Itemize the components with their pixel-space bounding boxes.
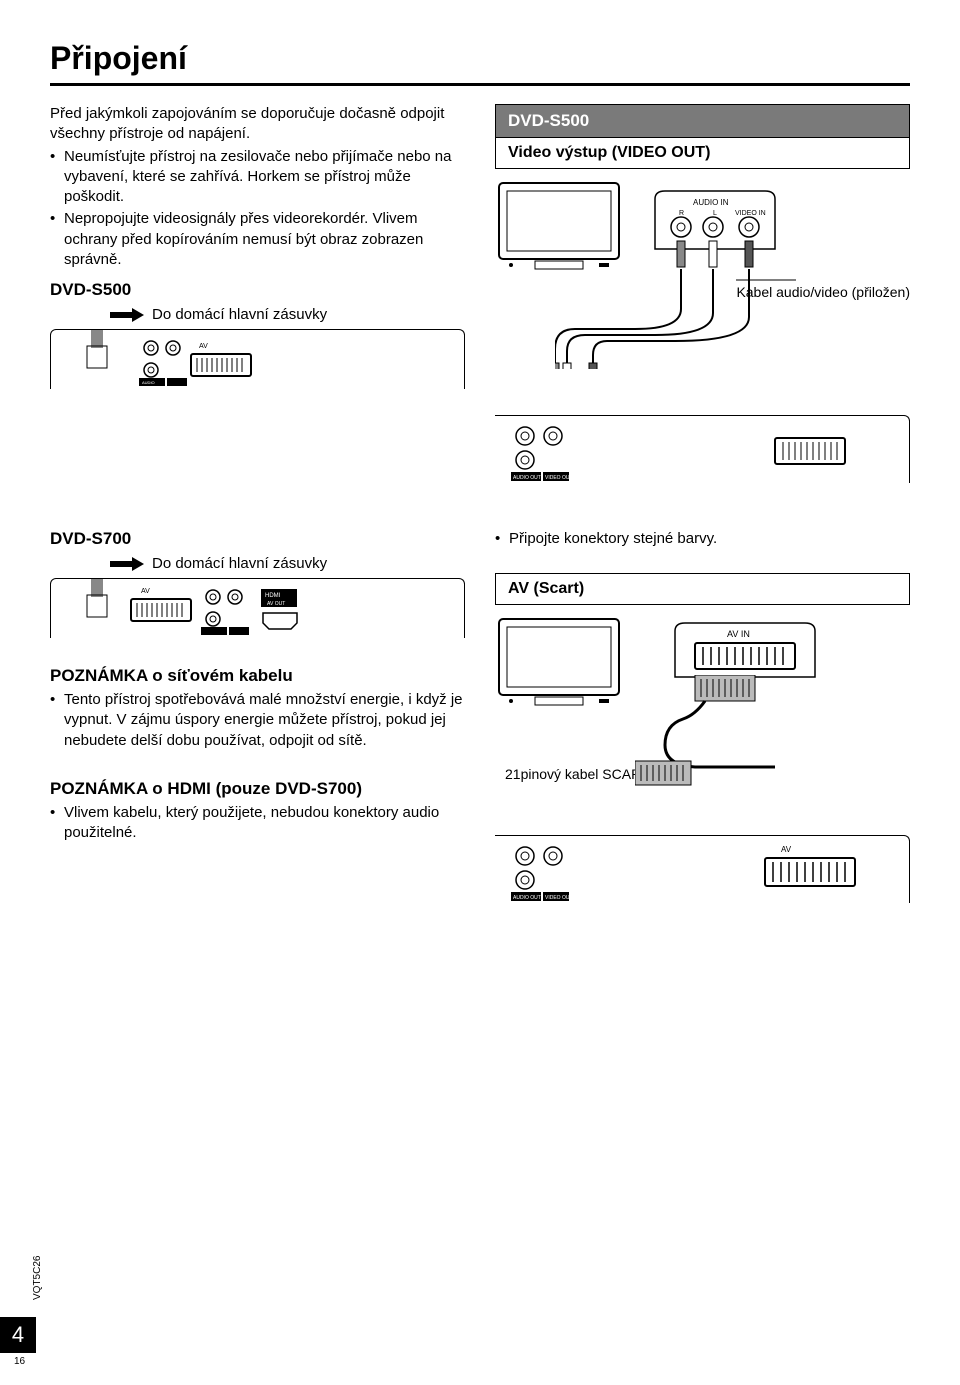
svg-text:AUDIO OUT: AUDIO OUT: [513, 895, 541, 901]
panel-s700-svg: AV HDMI: [51, 579, 464, 639]
to-outlet-arrow: Do domácí hlavní zásuvky: [110, 306, 465, 323]
dvd-s500-header: DVD-S500: [495, 104, 910, 137]
note-power-heading: POZNÁMKA o síťovém kabelu: [50, 666, 465, 686]
dvd-s500-back-panel: AV AUDIO: [50, 329, 465, 389]
svg-text:VIDEO OUT: VIDEO OUT: [545, 475, 573, 481]
svg-text:VIDEO IN: VIDEO IN: [735, 210, 766, 217]
tv-icon: [495, 179, 635, 279]
video-connection-diagram: AUDIO IN R L VIDEO IN Kabel audio/video …: [495, 179, 910, 409]
intro-paragraph: Před jakýmkoli zapojováním se doporučuje…: [50, 104, 465, 145]
intro-bullet: Nepropojujte videosignály přes videoreko…: [50, 209, 465, 270]
arrow-icon: [110, 557, 144, 571]
svg-text:AUDIO OUT: AUDIO OUT: [513, 475, 541, 481]
video-out-header: Video výstup (VIDEO OUT): [495, 137, 910, 169]
svg-text:AV IN: AV IN: [727, 629, 750, 639]
svg-text:AV: AV: [141, 588, 150, 595]
av-scart-header: AV (Scart): [495, 573, 910, 605]
doc-code: VQT5C26: [32, 1256, 43, 1300]
page-number: 4: [0, 1317, 36, 1353]
audio-in-panel: AUDIO IN R L VIDEO IN: [645, 189, 785, 279]
scart-cable-icon: [635, 675, 875, 815]
page-title: Připojení: [50, 40, 910, 86]
svg-text:L: L: [713, 210, 717, 217]
svg-text:AUDIO: AUDIO: [142, 380, 155, 385]
page-subnumber: 16: [14, 1356, 25, 1367]
dvd-back-panel-right: AUDIO OUT VIDEO OUT: [495, 415, 910, 483]
svg-text:HDMI: HDMI: [265, 593, 281, 599]
to-outlet-text: Do domácí hlavní zásuvky: [152, 306, 327, 323]
to-outlet-arrow-s700: Do domácí hlavní zásuvky: [110, 555, 465, 572]
svg-text:AV: AV: [199, 343, 208, 350]
svg-text:AV: AV: [781, 845, 792, 854]
scart-connection-diagram: AV IN 21pinový kabel SCART: [495, 615, 910, 845]
intro-block: Před jakýmkoli zapojováním se doporučuje…: [50, 104, 465, 270]
scart-cable-label: 21pinový kabel SCART: [505, 765, 649, 783]
panel-scart-svg: AUDIO OUT VIDEO OUT AV: [495, 836, 909, 904]
arrow-icon: [110, 308, 144, 322]
connect-colors-note: Připojte konektory stejné barvy.: [495, 529, 910, 549]
note-hdmi-body: Vlivem kabelu, který použijete, nebudou …: [50, 803, 465, 844]
dvd-back-panel-scart: AUDIO OUT VIDEO OUT AV: [495, 835, 910, 903]
svg-text:VIDEO OUT: VIDEO OUT: [545, 895, 573, 901]
panel-svg: AV AUDIO: [51, 330, 464, 390]
svg-text:AV OUT: AV OUT: [267, 601, 285, 607]
note-power-body: Tento přístroj spotřebovává malé množstv…: [50, 690, 465, 751]
tv-icon: [495, 615, 635, 715]
svg-text:AUDIO IN: AUDIO IN: [693, 198, 729, 207]
to-outlet-text: Do domácí hlavní zásuvky: [152, 555, 327, 572]
dvd-s700-back-panel: AV HDMI: [50, 578, 465, 638]
cables-icon: [555, 269, 815, 369]
model-s700-label: DVD-S700: [50, 529, 465, 549]
panel-right-svg: AUDIO OUT VIDEO OUT: [495, 416, 909, 484]
note-hdmi-heading: POZNÁMKA o HDMI (pouze DVD-S700): [50, 779, 465, 799]
model-s500-label: DVD-S500: [50, 280, 465, 300]
intro-bullet: Neumísťujte přístroj na zesilovače nebo …: [50, 147, 465, 208]
svg-text:R: R: [679, 210, 684, 217]
